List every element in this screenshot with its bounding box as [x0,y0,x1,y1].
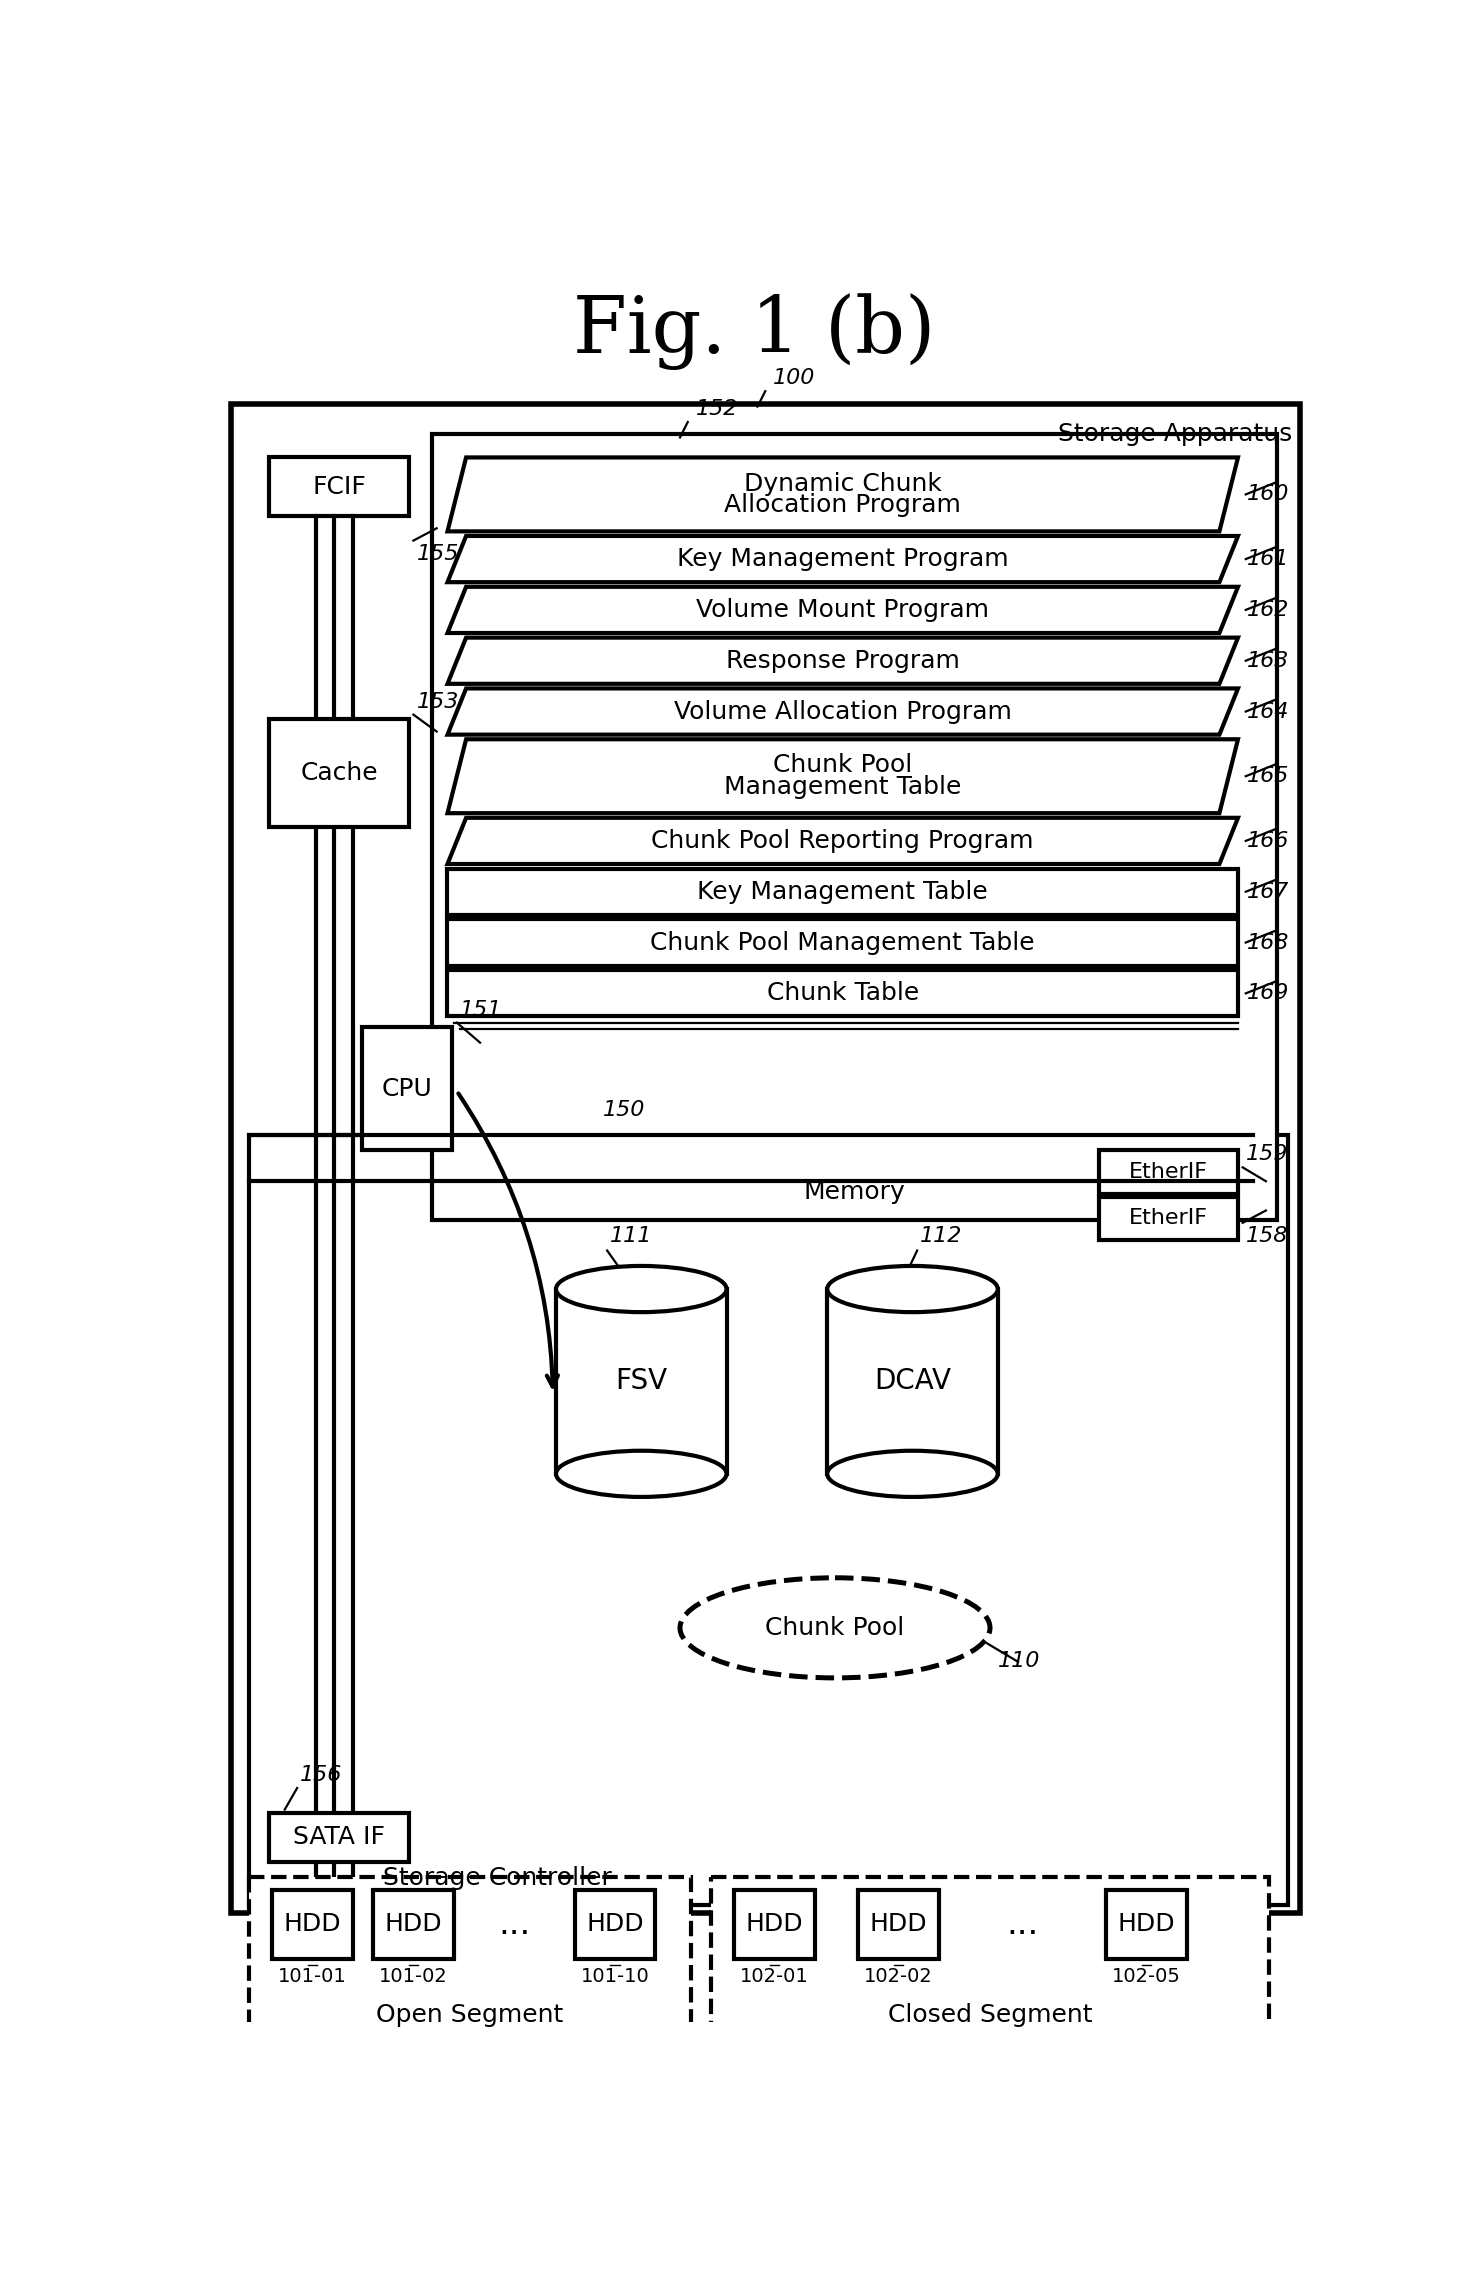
Text: Fig. 1 (b): Fig. 1 (b) [573,293,936,370]
Bar [231,404,1300,1913]
Ellipse shape [827,1266,998,1313]
Text: EtherIF: EtherIF [1129,1209,1207,1229]
Text: 166: 166 [1247,832,1289,852]
Bar [249,1136,1288,1904]
Bar [1098,1197,1238,1241]
Text: 101-02: 101-02 [378,1968,447,1986]
Text: Management Table: Management Table [724,775,961,800]
Text: Chunk Pool Management Table: Chunk Pool Management Table [651,932,1035,954]
Text: 102-05: 102-05 [1113,1968,1181,1986]
Text: 165: 165 [1247,766,1289,786]
Text: Response Program: Response Program [726,650,960,673]
Text: 102-02: 102-02 [864,1968,933,1986]
Text: 101-10: 101-10 [580,1968,649,1986]
Text: HDD: HDD [586,1913,643,1936]
FancyBboxPatch shape [420,1177,1204,1802]
Text: Chunk Pool: Chunk Pool [765,1615,905,1640]
Text: Cache: Cache [300,761,378,786]
Bar [556,1288,727,1475]
Polygon shape [447,586,1238,634]
Bar [269,720,409,827]
Text: Storage Apparatus: Storage Apparatus [1058,423,1292,445]
Bar [272,1890,353,1958]
Text: Key Management Table: Key Management Table [698,879,988,904]
Bar [269,457,409,516]
Text: HDD: HDD [870,1913,927,1936]
Text: SATA IF: SATA IF [293,1824,386,1849]
Text: Chunk Pool Reporting Program: Chunk Pool Reporting Program [652,829,1033,852]
Polygon shape [447,457,1238,532]
Text: Closed Segment: Closed Segment [888,2002,1092,2027]
Text: Chunk Pool: Chunk Pool [773,754,913,777]
Bar [447,868,1238,916]
Text: ...: ... [1007,1908,1039,1940]
Text: 100: 100 [773,368,815,389]
Polygon shape [447,818,1238,863]
Text: 150: 150 [602,1100,645,1120]
Text: 102-01: 102-01 [740,1968,810,1986]
Text: 167: 167 [1247,882,1289,902]
Ellipse shape [556,1266,727,1313]
Text: Volume Allocation Program: Volume Allocation Program [674,700,1011,722]
Ellipse shape [680,1577,991,1679]
Text: 112: 112 [920,1227,963,1245]
Text: Key Management Program: Key Management Program [677,548,1008,570]
Bar [735,1890,815,1958]
Text: 153: 153 [417,691,459,711]
Bar [1107,1890,1186,1958]
Polygon shape [447,638,1238,684]
Ellipse shape [556,1452,727,1497]
Text: 158: 158 [1245,1227,1288,1245]
Text: Dynamic Chunk: Dynamic Chunk [743,473,942,495]
Polygon shape [447,536,1238,582]
Polygon shape [447,688,1238,734]
Text: 169: 169 [1247,984,1289,1004]
Text: Volume Mount Program: Volume Mount Program [696,598,989,623]
Bar [431,434,1276,1220]
Bar [858,1890,939,1958]
Text: EtherIF: EtherIF [1129,1161,1207,1181]
Text: 168: 168 [1247,932,1289,952]
Ellipse shape [827,1452,998,1497]
Bar [827,1288,998,1475]
Text: 152: 152 [695,400,737,418]
Text: HDD: HDD [284,1913,342,1936]
Polygon shape [447,738,1238,813]
Text: Memory: Memory [804,1181,905,1204]
Text: HDD: HDD [746,1913,804,1936]
Text: Storage Controller: Storage Controller [383,1865,611,1890]
Text: 111: 111 [611,1227,652,1245]
Text: 101-01: 101-01 [278,1968,347,1986]
Text: Open Segment: Open Segment [377,2002,564,2027]
Text: 160: 160 [1247,484,1289,504]
Bar [362,1027,452,1150]
Bar [574,1890,655,1958]
Text: Chunk Table: Chunk Table [767,982,919,1004]
Text: 162: 162 [1247,600,1289,620]
Text: 159: 159 [1245,1145,1288,1163]
Bar [1098,1150,1238,1193]
Bar [447,920,1238,966]
Text: 156: 156 [300,1765,343,1786]
Text: 163: 163 [1247,650,1289,670]
Bar [447,970,1238,1016]
Text: HDD: HDD [1117,1913,1175,1936]
Bar [269,1813,409,1863]
Text: FSV: FSV [615,1368,667,1395]
Text: 155: 155 [417,543,459,563]
Bar [372,1890,453,1958]
Text: CPU: CPU [381,1077,433,1102]
Bar [249,1877,690,2038]
Text: ...: ... [498,1908,530,1940]
Text: Allocation Program: Allocation Program [724,493,961,518]
Text: 161: 161 [1247,550,1289,568]
Text: FCIF: FCIF [312,475,367,498]
Text: 164: 164 [1247,702,1289,722]
Text: HDD: HDD [384,1913,442,1936]
Text: DCAV: DCAV [874,1368,951,1395]
Text: 110: 110 [998,1652,1041,1670]
Bar [711,1877,1269,2038]
Text: 151: 151 [459,1000,502,1020]
